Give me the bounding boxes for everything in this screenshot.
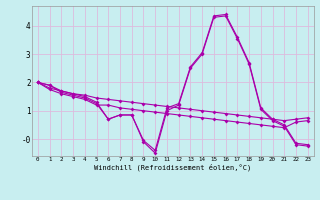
X-axis label: Windchill (Refroidissement éolien,°C): Windchill (Refroidissement éolien,°C) [94, 164, 252, 171]
